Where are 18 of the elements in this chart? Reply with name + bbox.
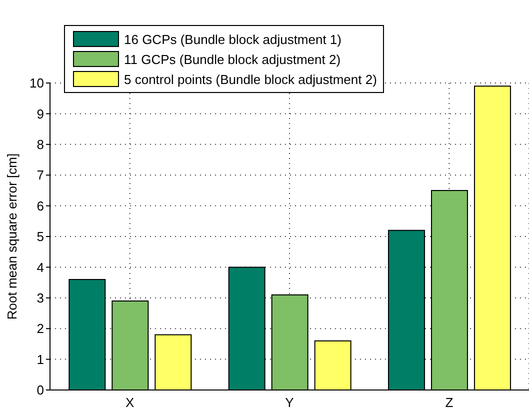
y-tick-label: 6 [36, 198, 44, 214]
y-tick-label: 0 [36, 382, 44, 398]
y-tick-label: 4 [36, 260, 44, 275]
y-tick-label: 9 [36, 106, 44, 122]
x-tick-label: Z [445, 395, 454, 410]
y-tick-label: 8 [36, 137, 44, 152]
y-tick-label: 5 [36, 229, 44, 244]
y-tick-label: 3 [36, 290, 44, 306]
x-tick-label: Y [285, 395, 294, 410]
legend-label: 16 GCPs (Bundle block adjustment 1) [124, 32, 342, 46]
y-tick-label: 1 [36, 352, 44, 367]
y-tick-label: 10 [30, 76, 44, 91]
x-tick-label: X [125, 395, 134, 410]
legend-label: 11 GCPs (Bundle block adjustment 2) [124, 52, 341, 66]
y-axis-title: Root mean square error [cm] [4, 153, 20, 320]
y-tick-label: 7 [36, 168, 44, 183]
y-tick-label: 2 [36, 321, 44, 336]
legend-label: 5 control points (Bundle block adjustment 2) [124, 72, 377, 86]
